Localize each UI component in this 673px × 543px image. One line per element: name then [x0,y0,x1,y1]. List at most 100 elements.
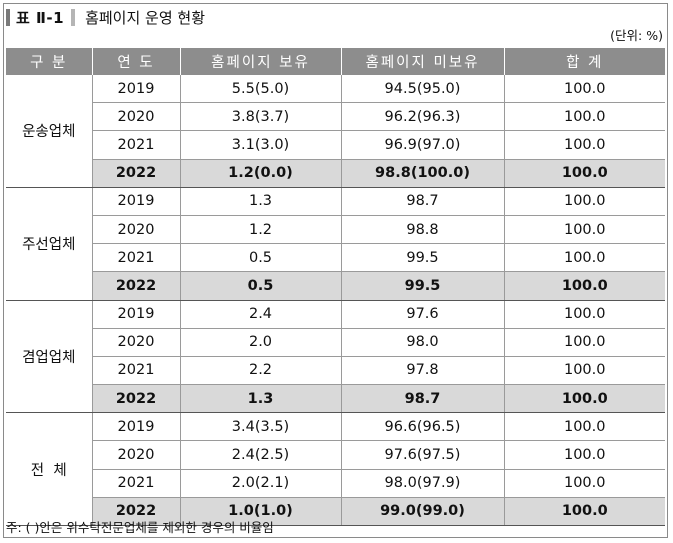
header-row: 구 분 연 도 홈페이지 보유 홈페이지 미보유 합 계 [6,48,665,75]
header-no-homepage: 홈페이지 미보유 [340,48,504,75]
cell-has-homepage: 3.8(3.7) [179,102,341,132]
cell-year: 2020 [91,215,180,245]
cell-total: 100.0 [503,75,665,104]
table-title: 표 Ⅱ-1 홈페이지 운영 현황 [6,7,205,27]
table-row: 전 체 2019 3.4(3.5) 96.6(96.5) 100.0 [6,412,665,526]
cell-has-homepage: 1.2 [179,215,341,245]
cell-has-homepage: 2.2 [179,356,341,386]
table-row: 2021 0.5 99.5 100.0 [6,243,665,273]
table-caption: 홈페이지 운영 현황 [85,8,206,27]
table-row: 2022 0.5 99.5 100.0 [6,271,665,301]
cell-has-homepage: 1.3 [179,384,341,414]
cell-has-homepage: 2.4(2.5) [179,440,341,470]
cell-has-homepage: 1.2(0.0) [179,159,341,188]
cell-year: 2022 [91,497,180,527]
table-row: 2021 2.0(2.1) 98.0(97.9) 100.0 [6,469,665,498]
cell-has-homepage: 2.4 [179,300,341,329]
group-label: 겸업업체 [6,300,92,414]
cell-no-homepage: 97.6 [340,300,504,329]
header-year: 연 도 [91,48,180,75]
cell-year: 2022 [91,384,180,414]
cell-year: 2021 [91,130,180,160]
cell-year: 2019 [91,75,180,104]
header-total: 합 계 [503,48,665,75]
table-row: 운송업체 2019 5.5(5.0) 94.5(95.0) 100.0 [6,75,665,188]
cell-total: 100.0 [503,271,665,301]
cell-has-homepage: 0.5 [179,243,341,273]
header-has-homepage: 홈페이지 보유 [179,48,341,75]
cell-year: 2020 [91,102,180,132]
cell-no-homepage: 98.8 [340,215,504,245]
cell-no-homepage: 97.8 [340,356,504,386]
cell-has-homepage: 2.0 [179,328,341,357]
cell-year: 2019 [91,187,180,216]
cell-no-homepage: 96.6(96.5) [340,412,504,442]
cell-total: 100.0 [503,102,665,132]
table-row: 2020 2.0 98.0 100.0 [6,328,665,357]
table-row: 2020 1.2 98.8 100.0 [6,215,665,245]
table-body: 운송업체 2019 5.5(5.0) 94.5(95.0) 100.0 2020 3.8(3… [6,75,665,527]
cell-has-homepage: 3.1(3.0) [179,130,341,160]
footnote: 주: ( )안은 위수탁전문업체를 제외한 경우의 비율임 [6,520,274,535]
cell-total: 100.0 [503,130,665,160]
cell-total: 100.0 [503,300,665,329]
cell-total: 100.0 [503,356,665,386]
group-label: 주선업체 [6,187,92,301]
cell-year: 2022 [91,271,180,301]
cell-year: 2021 [91,356,180,386]
table-row: 주선업체 2019 1.3 98.7 100.0 [6,187,665,301]
cell-year: 2020 [91,440,180,470]
cell-year: 2022 [91,159,180,188]
cell-no-homepage: 99.0(99.0) [340,497,504,527]
table-row: 2020 2.4(2.5) 97.6(97.5) 100.0 [6,440,665,470]
cell-no-homepage: 98.7 [340,384,504,414]
cell-total: 100.0 [503,243,665,273]
cell-total: 100.0 [503,412,665,442]
table-row: 2021 2.2 97.8 100.0 [6,356,665,386]
group-label: 운송업체 [6,75,92,188]
table-row: 2020 3.8(3.7) 96.2(96.3) 100.0 [6,102,665,132]
cell-total: 100.0 [503,328,665,357]
cell-no-homepage: 99.5 [340,271,504,301]
table-row: 2022 1.3 98.7 100.0 [6,384,665,414]
cell-has-homepage: 3.4(3.5) [179,412,341,442]
cell-year: 2021 [91,243,180,273]
cell-total: 100.0 [503,187,665,216]
cell-has-homepage: 1.0(1.0) [179,497,341,527]
unit-label: (단위: %) [610,28,663,43]
cell-total: 100.0 [503,497,665,527]
cell-has-homepage: 1.3 [179,187,341,216]
cell-no-homepage: 96.9(97.0) [340,130,504,160]
header-category: 구 분 [6,48,92,75]
table-number: 표 Ⅱ-1 [16,8,65,27]
cell-total: 100.0 [503,440,665,470]
table-row: 2022 1.0(1.0) 99.0(99.0) 100.0 [6,497,665,527]
cell-no-homepage: 99.5 [340,243,504,273]
cell-has-homepage: 2.0(2.1) [179,469,341,498]
table-frame [3,3,668,538]
cell-no-homepage: 94.5(95.0) [340,75,504,104]
cell-year: 2019 [91,300,180,329]
table-row: 2021 3.1(3.0) 96.9(97.0) 100.0 [6,130,665,160]
cell-year: 2020 [91,328,180,357]
table-row: 겸업업체 2019 2.4 97.6 100.0 [6,300,665,414]
cell-no-homepage: 98.7 [340,187,504,216]
cell-year: 2021 [91,469,180,498]
cell-total: 100.0 [503,384,665,414]
cell-no-homepage: 98.8(100.0) [340,159,504,188]
cell-no-homepage: 98.0 [340,328,504,357]
cell-has-homepage: 5.5(5.0) [179,75,341,104]
cell-no-homepage: 97.6(97.5) [340,440,504,470]
cell-total: 100.0 [503,215,665,245]
title-marker [6,8,10,26]
data-table: 구 분 연 도 홈페이지 보유 홈페이지 미보유 합 계 운송업체 2019 5.5… [6,48,665,527]
cell-total: 100.0 [503,159,665,188]
cell-no-homepage: 98.0(97.9) [340,469,504,498]
table-row: 2022 1.2(0.0) 98.8(100.0) 100.0 [6,159,665,188]
group-label: 전 체 [6,412,92,526]
cell-total: 100.0 [503,469,665,498]
title-separator [71,8,76,26]
cell-has-homepage: 0.5 [179,271,341,301]
cell-no-homepage: 96.2(96.3) [340,102,504,132]
cell-year: 2019 [91,412,180,442]
